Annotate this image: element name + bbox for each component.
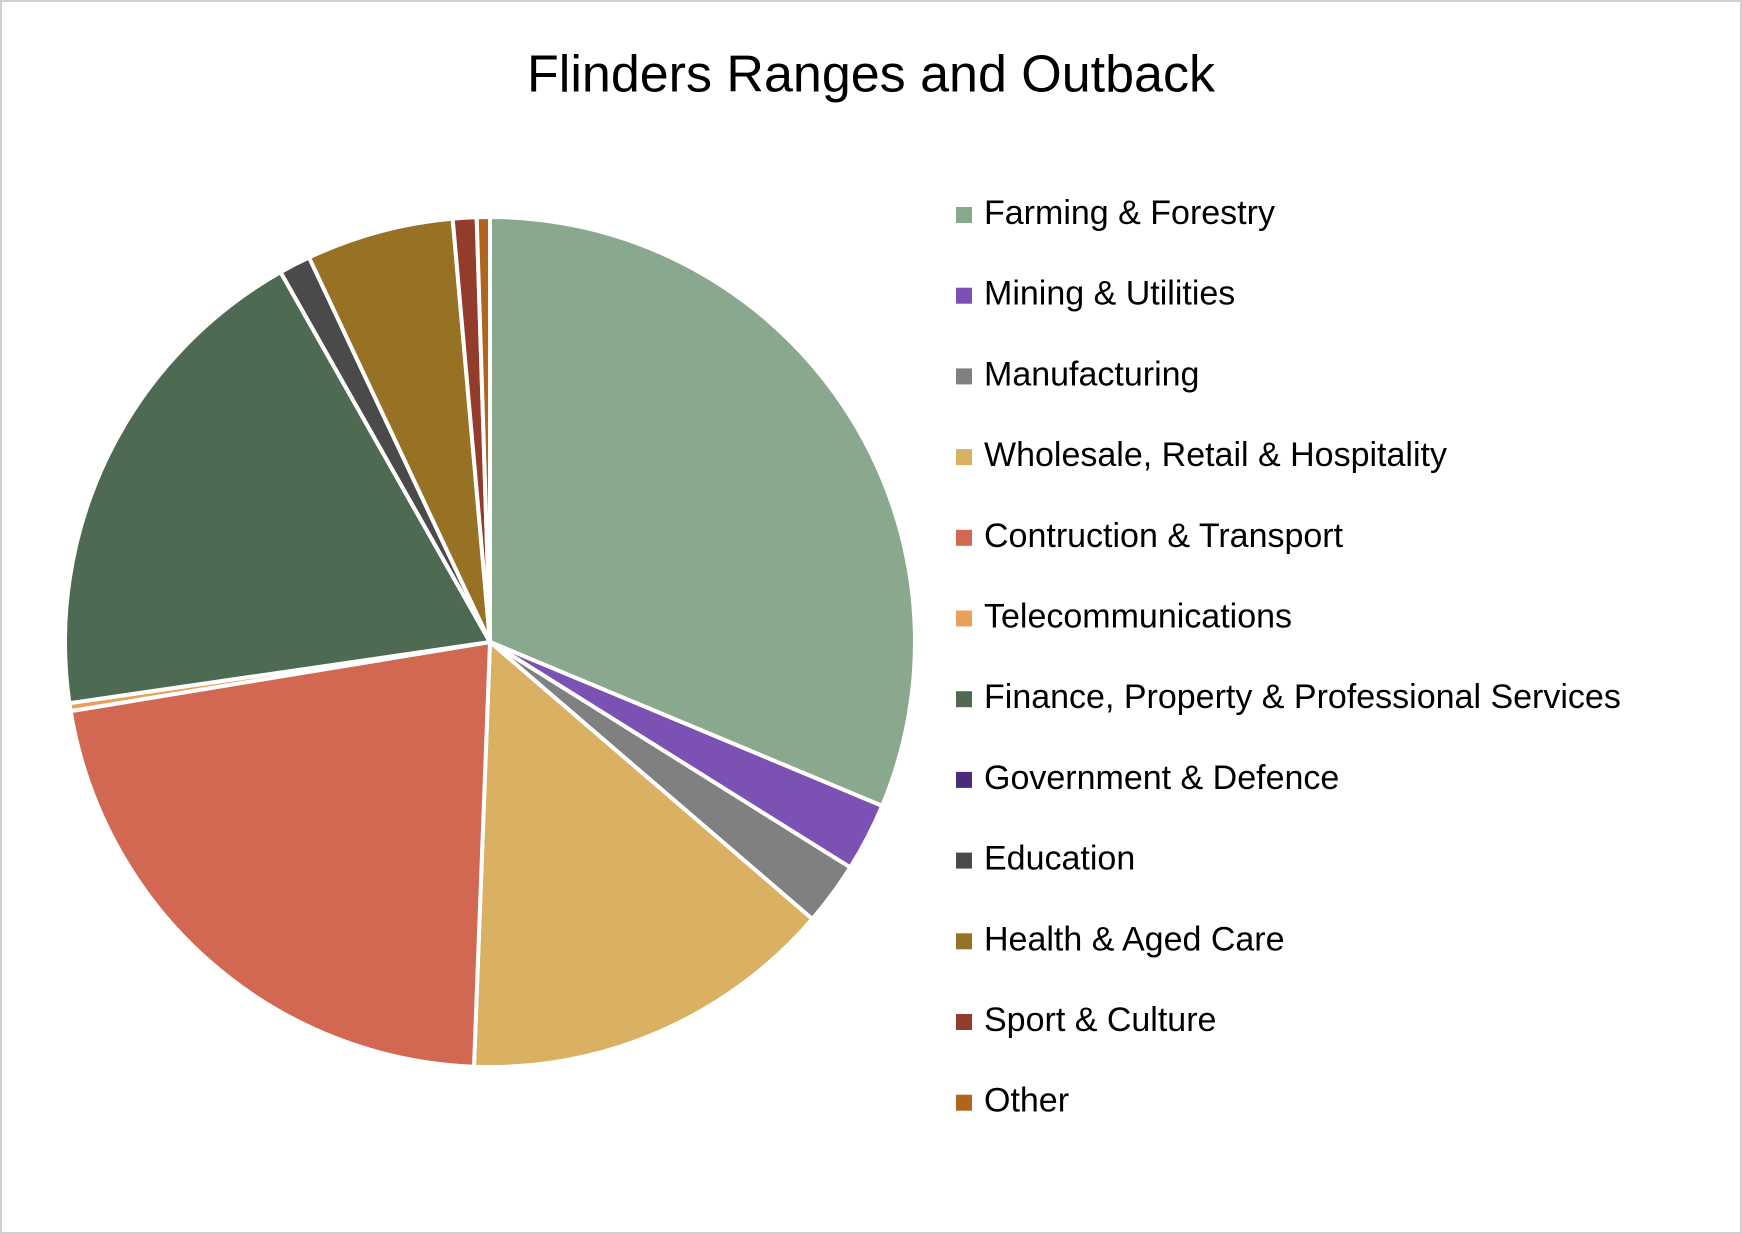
legend-swatch bbox=[956, 1014, 972, 1030]
legend-swatch bbox=[956, 1094, 972, 1111]
legend-swatch bbox=[956, 933, 972, 950]
legend-label: Wholesale, Retail & Hospitality bbox=[984, 436, 1447, 474]
legend-swatch bbox=[956, 287, 972, 304]
legend-swatch bbox=[956, 771, 972, 788]
pie-slice bbox=[63, 270, 492, 706]
legend-label: Farming & Forestry bbox=[984, 194, 1275, 232]
legend-label: Finance, Property & Professional Service… bbox=[984, 678, 1621, 716]
pie-slice bbox=[68, 640, 492, 1069]
legend-label: Manufacturing bbox=[984, 355, 1199, 393]
legend-label: Sport & Culture bbox=[984, 1001, 1216, 1039]
legend-swatch bbox=[956, 207, 972, 223]
legend-label: Health & Aged Care bbox=[984, 920, 1285, 958]
pie-slice bbox=[471, 640, 815, 1070]
legend-swatch bbox=[956, 529, 972, 546]
legend-label: Government & Defence bbox=[984, 759, 1339, 797]
legend-label: Mining & Utilities bbox=[984, 275, 1235, 313]
legend-swatch bbox=[956, 368, 972, 385]
legend-swatch bbox=[956, 610, 972, 627]
pie-slice bbox=[307, 216, 492, 644]
pie-slice bbox=[474, 215, 492, 644]
legend-swatch bbox=[956, 852, 972, 869]
legend-label: Other bbox=[984, 1082, 1069, 1120]
pie-slice bbox=[488, 215, 917, 808]
chart-title: Flinders Ranges and Outback bbox=[527, 46, 1216, 104]
legend-swatch bbox=[956, 691, 972, 708]
legend-swatch bbox=[956, 449, 972, 466]
legend-label: Contruction & Transport bbox=[984, 517, 1344, 555]
legend-label: Telecommunications bbox=[984, 597, 1292, 635]
legend-label: Education bbox=[984, 840, 1135, 878]
